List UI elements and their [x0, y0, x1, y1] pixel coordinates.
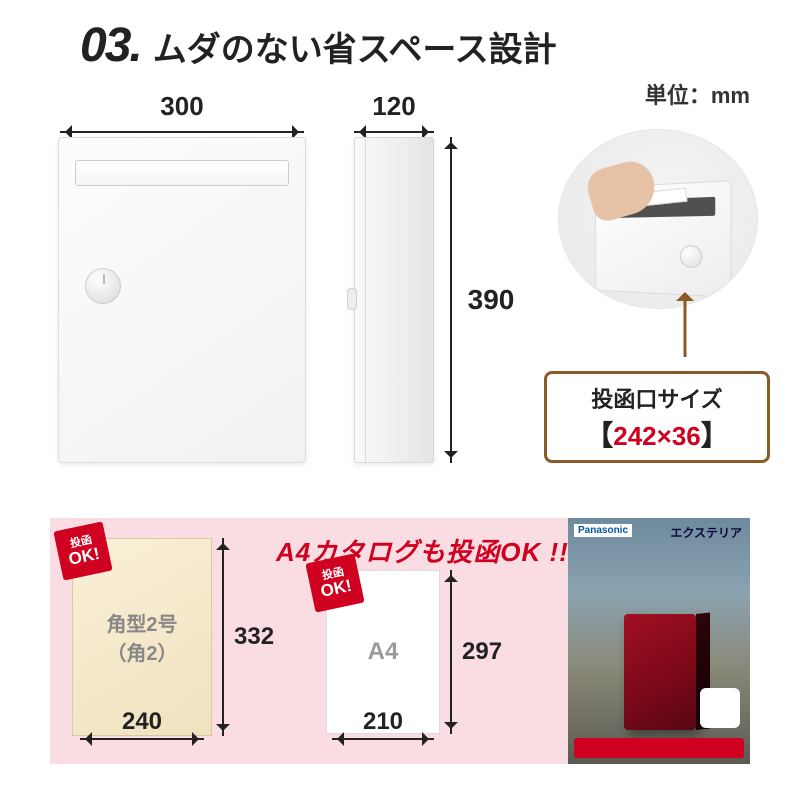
slot-size-value: 【242×36】	[553, 414, 761, 454]
dim-a4-width: 210	[332, 708, 434, 740]
slot-photo	[558, 129, 758, 309]
catalog-banner	[574, 738, 744, 758]
slot-size-callout: 投函口サイズ 【242×36】	[544, 371, 770, 463]
dim-arrow-v	[450, 137, 452, 463]
catalog-title: エクステリア	[670, 524, 742, 541]
envelope-name: 角型2号 （角2）	[106, 608, 177, 666]
section-title: ムダのない省スペース設計	[153, 22, 557, 71]
dimension-diagram: 300 120 390	[0, 91, 800, 511]
catalog-product-icon	[624, 614, 696, 730]
mailbox-side	[354, 137, 434, 463]
dim-label: 390	[468, 284, 515, 316]
dim-env-height: 332	[218, 538, 274, 736]
mail-slot	[75, 160, 289, 186]
a4-label: A4	[368, 638, 399, 666]
dim-env-width: 240	[80, 708, 204, 740]
dim-height-390: 390	[444, 137, 524, 463]
dial-lock-icon	[85, 268, 121, 304]
ok-badge: 投函 OK!	[305, 553, 364, 612]
dim-width-300: 300	[60, 91, 304, 138]
mailbox-front	[58, 137, 306, 463]
dim-a4-height: 297	[446, 570, 502, 734]
slot-photo-group	[558, 129, 758, 309]
side-knob-icon	[347, 288, 357, 310]
slot-size-label: 投函口サイズ	[553, 382, 761, 414]
dim-label: 120	[354, 91, 434, 122]
section-number: 03.	[80, 18, 141, 73]
ok-badge: 投函 OK!	[53, 521, 112, 580]
dim-depth-120: 120	[354, 91, 434, 138]
section-header: 03. ムダのない省スペース設計	[0, 0, 800, 81]
callout-arrow-icon	[676, 283, 694, 357]
catalog-cover: Panasonic エクステリア	[568, 518, 750, 764]
dim-label: 300	[60, 91, 304, 122]
compatibility-panel: A4カタログも投函OK !! 角型2号 （角2） 投函 OK! 332 240 …	[50, 518, 750, 764]
catalog-stamp-icon	[700, 688, 740, 728]
dim-arrow-h	[60, 124, 304, 138]
catalog-brand: Panasonic	[574, 524, 632, 537]
dim-arrow-h	[354, 124, 434, 138]
